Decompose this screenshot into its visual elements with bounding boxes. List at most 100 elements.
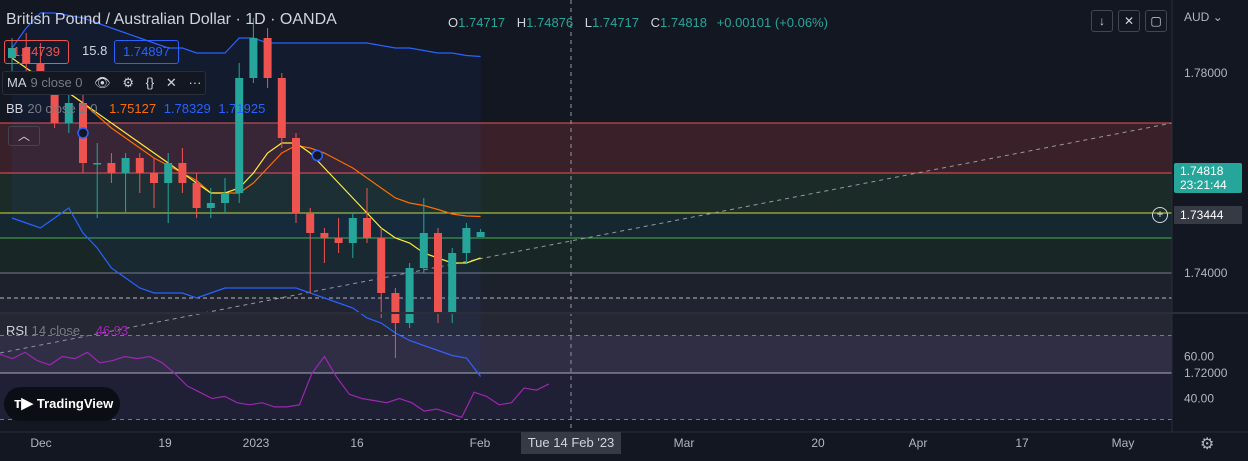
high-label: H <box>516 15 527 30</box>
cross-marker <box>311 149 324 162</box>
background-bands <box>0 123 1172 373</box>
price-tick-label: 1.72000 <box>1184 366 1228 380</box>
current-price-tag: 1.74818 23:21:44 <box>1174 163 1242 193</box>
collapse-pane-button[interactable]: ✕ <box>1118 10 1140 32</box>
ohlc-readout: O1.74717 H1.74876 L1.74717 C1.74818 +0.0… <box>440 15 828 30</box>
bb-lower-value: 1.71925 <box>218 101 266 116</box>
candle-body <box>377 238 386 293</box>
candle-body <box>22 48 31 63</box>
rsi-band <box>0 335 1172 420</box>
cross-marker <box>77 127 89 139</box>
candle-body <box>135 158 144 173</box>
rsi-tick-label: 40.00 <box>1184 392 1214 406</box>
ma-name: MA <box>7 75 27 90</box>
maximize-pane-button[interactable]: ▢ <box>1145 10 1167 32</box>
candle-body <box>462 228 471 253</box>
rsi-name: RSI <box>6 323 28 338</box>
candle-body <box>36 63 45 78</box>
candle-body <box>206 203 215 208</box>
level-band <box>0 273 1172 298</box>
high-value: 1.74876 <box>526 15 574 30</box>
move-down-button[interactable]: ↓ <box>1091 10 1113 32</box>
candle-body <box>235 78 244 193</box>
bollinger-fill <box>12 13 481 377</box>
level-band <box>0 298 1172 313</box>
current-price: 1.74818 <box>1180 164 1224 178</box>
candle-body <box>405 268 414 323</box>
bb-legend[interactable]: BB 20 close 2 0 1.75127 1.78329 1.71925 <box>2 98 269 120</box>
bb-upper-value: 1.78329 <box>163 101 211 116</box>
open-value: 1.74717 <box>458 15 506 30</box>
more-icon[interactable]: ··· <box>188 75 202 90</box>
currency-label: AUD <box>1184 10 1210 24</box>
level-band <box>0 213 1172 238</box>
collapse-icon: ✕ <box>1123 14 1135 28</box>
level-band <box>0 238 1172 273</box>
price-tick-label: 1.74000 <box>1184 266 1228 280</box>
candle-body <box>164 163 173 183</box>
level-band <box>0 313 1172 373</box>
trendline <box>0 122 1173 354</box>
rsi-params: 14 close <box>31 323 81 338</box>
ma-params: 9 close 0 <box>30 75 83 90</box>
code-braces-icon[interactable]: {} <box>145 75 155 90</box>
rsi-line <box>0 351 550 419</box>
rsi-tick-label: 60.00 <box>1184 350 1214 364</box>
candle-body <box>221 193 229 203</box>
open-label: O <box>448 15 459 30</box>
add-alert-icon[interactable]: + <box>1152 207 1168 223</box>
buy-button[interactable]: 1.74897 <box>114 40 179 64</box>
candle-body <box>93 163 102 165</box>
candle-body <box>263 38 272 78</box>
ma-legend[interactable]: MA 9 close 0 👁 ⚙ {} ✕ ··· <box>2 71 207 95</box>
bb-name: BB <box>6 101 24 116</box>
ma-line <box>11 57 481 264</box>
candle-body <box>107 163 116 173</box>
level-band <box>0 123 1172 173</box>
bollinger-basis-line <box>11 89 481 218</box>
candle-body <box>348 218 357 243</box>
time-tick-label: 19 <box>158 436 172 450</box>
rsi-value: 46.93 <box>95 323 129 338</box>
candle-body <box>249 38 258 78</box>
time-tick-label: 16 <box>350 436 364 450</box>
candle-body <box>363 218 371 238</box>
candle-body <box>306 213 315 233</box>
low-value: 1.74717 <box>592 15 639 30</box>
arrow-down-icon: ↓ <box>1099 14 1105 28</box>
gear-icon[interactable]: ⚙ <box>122 75 134 90</box>
bollinger-lower-line <box>11 207 482 377</box>
time-tick-label: Feb <box>470 436 491 450</box>
currency-selector[interactable]: AUD ⌄ <box>1184 10 1223 24</box>
settings-gear-icon[interactable]: ⚙ <box>1200 436 1215 453</box>
levels <box>0 0 1173 432</box>
time-tick-label: Mar <box>674 436 695 450</box>
close-icon[interactable]: ✕ <box>165 75 177 90</box>
rsi-legend[interactable]: RSI 14 close 46.93 <box>2 320 132 342</box>
countdown: 23:21:44 <box>1180 178 1227 192</box>
close-value: 1.74818 <box>660 15 708 30</box>
tradingview-logo[interactable]: ᴛ▶ TradingView <box>4 387 120 421</box>
collapse-legend-button[interactable]: ︿ <box>8 126 40 146</box>
time-tick-label: 20 <box>811 436 825 450</box>
candle-body <box>391 293 400 323</box>
candle-body <box>121 158 130 173</box>
crosshair-date-label: Tue 14 Feb '23 <box>521 432 621 454</box>
sell-button[interactable]: 1.74739 <box>4 40 69 64</box>
candle-body <box>50 78 59 123</box>
chevron-up-icon: ︿ <box>17 129 30 143</box>
candle-body <box>277 78 286 138</box>
bb-params: 20 close 2 0 <box>27 101 98 116</box>
maximize-icon: ▢ <box>1150 14 1162 28</box>
symbol-title[interactable]: British Pound / Australian Dollar · 1D ·… <box>6 11 337 28</box>
time-tick-label: Dec <box>30 436 51 450</box>
candle-body <box>178 163 187 183</box>
bollinger-bands <box>11 12 482 377</box>
candle-body <box>64 103 73 123</box>
logo-text: TradingView <box>36 396 114 411</box>
candle-body <box>476 232 485 237</box>
candle-body <box>192 183 201 208</box>
time-tick-label: 2023 <box>243 436 270 450</box>
eye-icon[interactable]: 👁 <box>94 75 111 90</box>
